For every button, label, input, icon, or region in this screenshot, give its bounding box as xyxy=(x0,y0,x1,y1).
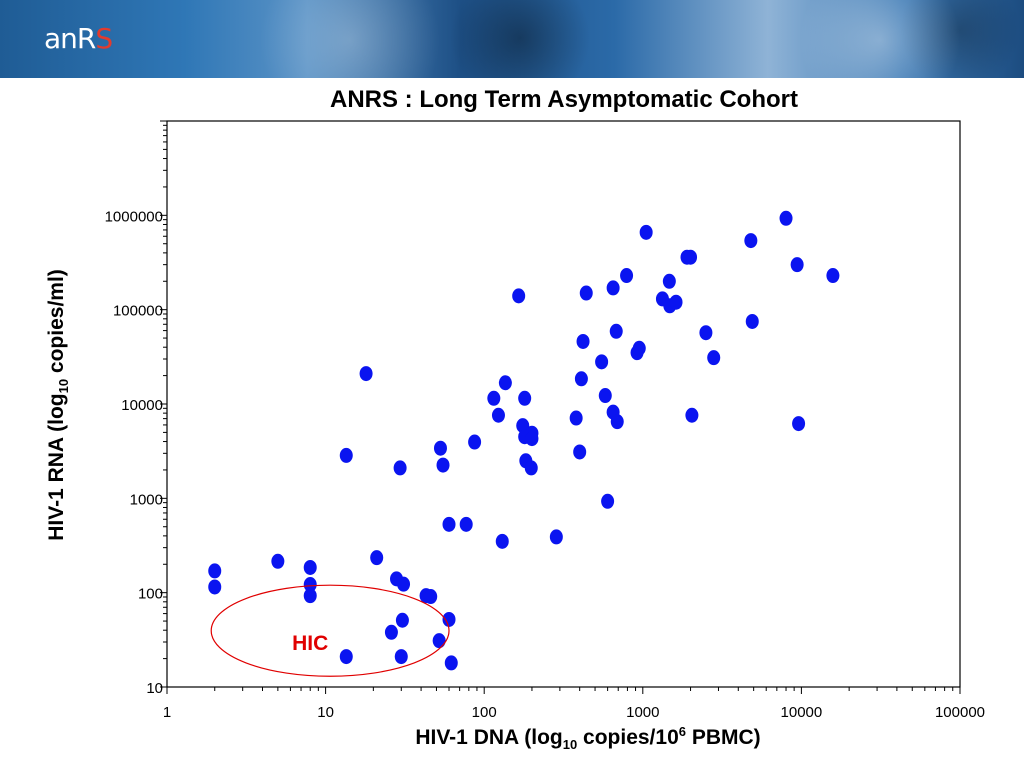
data-point xyxy=(779,210,793,226)
data-point xyxy=(525,431,539,447)
data-point xyxy=(699,325,713,341)
data-point xyxy=(745,313,759,329)
data-point xyxy=(370,550,384,566)
data-point xyxy=(595,354,609,370)
data-point xyxy=(393,460,407,476)
data-point xyxy=(662,273,676,289)
x-tick-label: 1000 xyxy=(626,704,659,721)
header-banner: anRS xyxy=(0,0,1024,78)
y-tick-label: 10 xyxy=(146,680,163,697)
data-point xyxy=(518,390,532,406)
y-tick-label: 100 xyxy=(138,586,163,603)
data-point xyxy=(395,612,409,628)
x-tick-label: 10000 xyxy=(781,704,823,721)
data-point xyxy=(433,440,447,456)
hic-label: HIC xyxy=(292,632,328,655)
y-tick-label: 10000 xyxy=(121,397,163,414)
data-point xyxy=(468,434,482,450)
data-point xyxy=(826,268,840,284)
data-point xyxy=(424,589,438,605)
data-point xyxy=(491,407,505,423)
data-point xyxy=(303,577,317,593)
data-point xyxy=(574,371,588,387)
data-point xyxy=(524,460,538,476)
anrs-logo: anRS xyxy=(44,22,113,55)
data-point xyxy=(684,249,698,265)
data-point xyxy=(610,414,624,430)
data-points xyxy=(208,210,840,671)
y-tick-label: 100000 xyxy=(113,303,163,320)
y-tick-label: 1000 xyxy=(130,491,163,508)
plot-area-frame xyxy=(166,120,961,688)
data-point xyxy=(436,457,450,473)
data-point xyxy=(512,288,526,304)
data-point xyxy=(669,294,683,310)
chart-title: ANRS : Long Term Asymptomatic Cohort xyxy=(329,86,798,113)
data-point xyxy=(598,388,612,404)
data-point xyxy=(444,655,458,671)
data-point xyxy=(339,649,353,665)
x-tick-label: 1 xyxy=(163,704,171,721)
data-point xyxy=(394,649,408,665)
hic-annotation: HIC xyxy=(210,584,450,677)
hic-ellipse xyxy=(210,584,450,677)
x-tick-label: 100 xyxy=(472,704,497,721)
data-point xyxy=(359,366,373,382)
data-point xyxy=(792,416,806,432)
data-point xyxy=(271,553,285,569)
data-point xyxy=(549,529,563,545)
data-point xyxy=(208,579,222,595)
data-point xyxy=(609,323,623,339)
data-point xyxy=(384,624,398,640)
data-point xyxy=(432,633,446,649)
x-axis-label: HIV-1 DNA (log10 copies/106 PBMC) xyxy=(415,723,761,753)
data-point xyxy=(208,563,222,579)
data-point xyxy=(442,611,456,627)
data-point xyxy=(573,444,587,460)
data-point xyxy=(303,559,317,575)
x-tick-label: 10 xyxy=(317,704,334,721)
data-point xyxy=(487,390,501,406)
banner-photo-collage xyxy=(0,0,1024,78)
data-point xyxy=(303,588,317,604)
data-point xyxy=(744,233,758,249)
data-point xyxy=(601,493,615,509)
data-point xyxy=(569,410,583,426)
data-point xyxy=(397,576,411,592)
data-point xyxy=(632,340,646,356)
data-point xyxy=(516,418,530,434)
data-point xyxy=(685,407,699,423)
data-point xyxy=(790,257,804,273)
data-point xyxy=(707,350,721,366)
data-point xyxy=(579,285,593,301)
axis-ticks: 1 10 100 1000 10000 1000001010010001000010000… xyxy=(105,120,985,721)
x-tick-label: 100000 xyxy=(935,704,985,721)
y-tick-label: 1000000 xyxy=(105,208,163,225)
data-point xyxy=(620,268,634,284)
data-point xyxy=(459,516,473,532)
y-axis-label: HIV-1 RNA (log10 copies/ml) xyxy=(44,269,72,541)
data-point xyxy=(442,516,456,532)
data-point xyxy=(639,224,653,240)
data-point xyxy=(576,333,590,349)
data-point xyxy=(495,533,509,549)
data-point xyxy=(339,447,353,463)
data-point xyxy=(606,280,620,296)
data-point xyxy=(498,375,512,391)
